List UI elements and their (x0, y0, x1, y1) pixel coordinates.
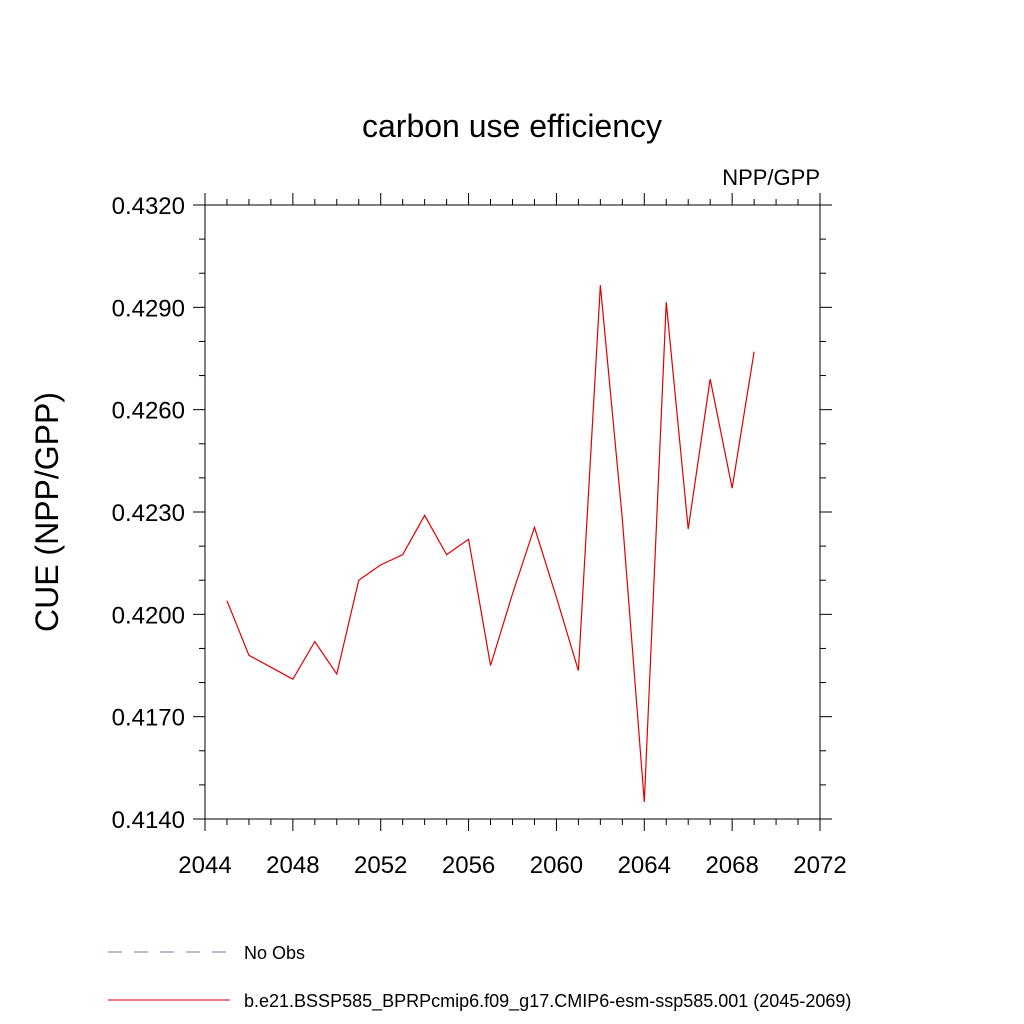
series-group (226, 285, 755, 802)
chart-subtitle: NPP/GPP (722, 165, 820, 190)
x-tick-label: 2064 (618, 852, 671, 879)
series-line-0 (226, 285, 755, 802)
x-tick-label: 2056 (442, 852, 495, 879)
x-tick-label: 2060 (530, 852, 583, 879)
y-axis-title: CUE (NPP/GPP) (29, 392, 65, 632)
legend-label-0: No Obs (244, 943, 305, 963)
x-tick-label: 2068 (705, 852, 758, 879)
legend: No Obs b.e21.BSSP585_BPRPcmip6.f09_g17.CM… (108, 943, 851, 1012)
y-tick-label: 0.4200 (112, 602, 185, 629)
axes: 2044 2048 2052 2056 2060 2064 2068 2072 0.4140 0.… (112, 193, 847, 879)
y-tick-label: 0.4230 (112, 500, 185, 527)
x-tick-label: 2048 (266, 852, 319, 879)
y-tick-label: 0.4320 (112, 193, 185, 220)
legend-label-1: b.e21.BSSP585_BPRPcmip6.f09_g17.CMIP6-es… (244, 991, 851, 1012)
y-tick-label: 0.4290 (112, 295, 185, 322)
chart-title: carbon use efficiency (362, 108, 662, 144)
x-tick-label: 2072 (793, 852, 846, 879)
plot-frame (204, 204, 821, 820)
y-tick-label: 0.4260 (112, 398, 185, 425)
x-tick-label: 2044 (178, 852, 231, 879)
y-tick-label: 0.4140 (112, 807, 185, 834)
x-tick-label: 2052 (354, 852, 407, 879)
y-tick-label: 0.4170 (112, 705, 185, 732)
